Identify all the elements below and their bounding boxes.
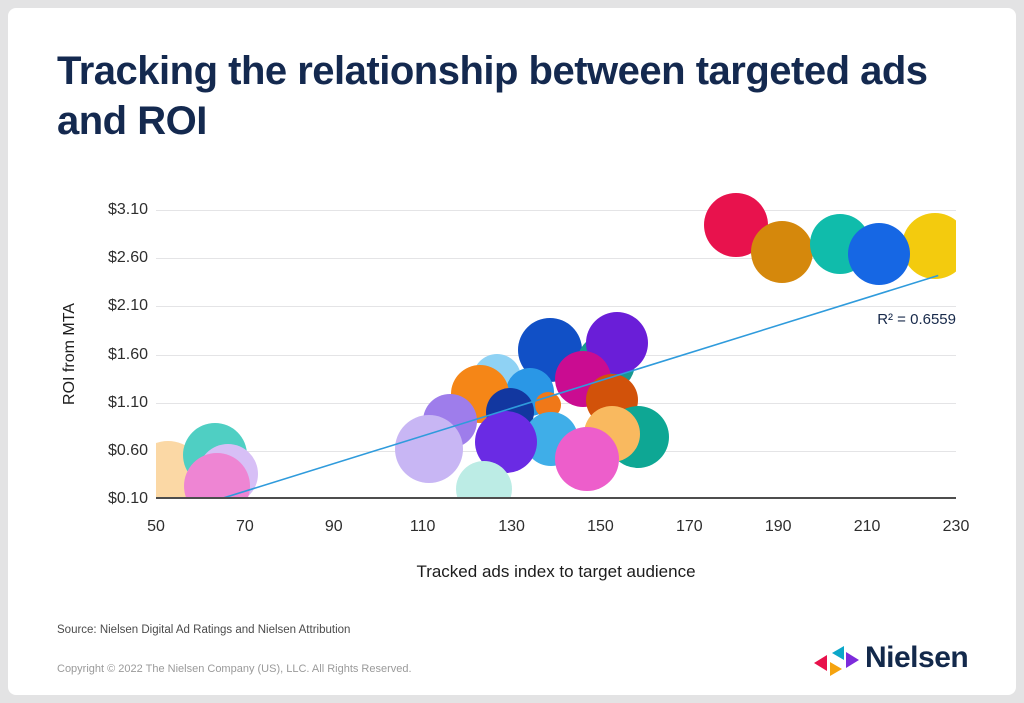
x-tick-label: 150 bbox=[587, 518, 614, 535]
x-tick-label: 210 bbox=[853, 518, 881, 535]
source-note: Source: Nielsen Digital Ad Ratings and N… bbox=[57, 624, 351, 636]
nielsen-logo-mark-icon bbox=[813, 644, 863, 680]
x-tick-label: 50 bbox=[147, 518, 165, 535]
y-tick-label: $1.60 bbox=[107, 345, 148, 363]
triangle-left-red-icon bbox=[814, 655, 827, 671]
bubble bbox=[751, 221, 814, 284]
copyright-note: Copyright © 2022 The Nielsen Company (US… bbox=[57, 663, 412, 675]
nielsen-wordmark: Nielsen bbox=[865, 641, 969, 674]
x-tick-label: 190 bbox=[764, 518, 792, 535]
y-tick-label: $0.60 bbox=[107, 441, 148, 459]
x-tick-label: 110 bbox=[409, 518, 436, 535]
triangle-right-purple-icon bbox=[846, 652, 859, 668]
bubble bbox=[183, 453, 250, 497]
x-tick-label: 90 bbox=[324, 518, 343, 535]
nielsen-logo: Nielsen bbox=[813, 641, 973, 683]
y-axis-title: ROI from MTA bbox=[61, 303, 78, 405]
x-tick-label: 170 bbox=[675, 518, 703, 535]
plot-area bbox=[156, 185, 956, 499]
trendline bbox=[223, 274, 939, 497]
gridline bbox=[156, 210, 956, 211]
page-title: Tracking the relationship between target… bbox=[57, 49, 928, 144]
infographic-card bbox=[8, 8, 1016, 695]
y-tick-label: $1.10 bbox=[107, 393, 148, 411]
y-tick-label: $2.60 bbox=[107, 249, 148, 267]
bubble bbox=[902, 212, 956, 279]
gridline bbox=[156, 306, 956, 308]
x-tick-label: 70 bbox=[235, 518, 254, 535]
bubble bbox=[848, 223, 911, 286]
triangle-right-orange-icon bbox=[830, 662, 842, 676]
x-axis-title: Tracked ads index to target audience bbox=[416, 562, 696, 581]
y-tick-label: $2.10 bbox=[107, 297, 148, 315]
bubble bbox=[456, 461, 512, 497]
y-tick-label: $3.10 bbox=[107, 201, 148, 218]
triangle-left-teal-icon bbox=[832, 646, 844, 660]
x-tick-label: 230 bbox=[942, 518, 970, 535]
gridline bbox=[156, 258, 956, 260]
r-squared-label: R² = 0.6559 bbox=[877, 311, 956, 328]
bubble bbox=[555, 426, 620, 491]
y-tick-label: $0.10 bbox=[107, 490, 148, 507]
x-tick-label: 130 bbox=[498, 518, 525, 535]
